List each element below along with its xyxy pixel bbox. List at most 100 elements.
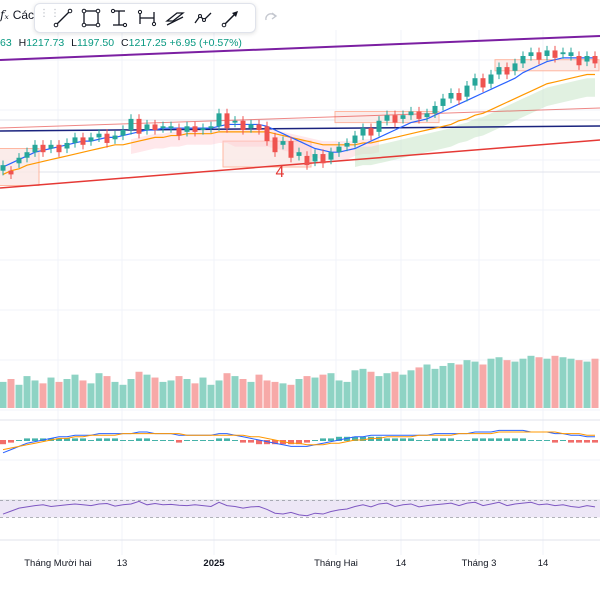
volume-bar xyxy=(23,376,31,408)
candle-body xyxy=(520,56,526,64)
macd-histogram-bar xyxy=(88,440,94,441)
candle-body xyxy=(304,155,310,166)
rectangle-tool-button[interactable] xyxy=(77,5,105,31)
macd-histogram-bar xyxy=(104,438,110,441)
macd-histogram-bar xyxy=(96,438,102,441)
candle-body xyxy=(176,128,182,136)
candle-body xyxy=(544,50,550,56)
volume-bar xyxy=(159,381,167,408)
volume-bar xyxy=(359,368,367,408)
trend-lines[interactable] xyxy=(0,35,600,189)
volume-bar xyxy=(447,363,455,408)
time-axis-label: Tháng 3 xyxy=(462,558,497,569)
macd-histogram-bar xyxy=(136,438,142,441)
path-tool-button[interactable] xyxy=(189,5,217,31)
parallel-channel-tool-button[interactable] xyxy=(161,5,189,31)
volume-bar xyxy=(0,381,7,408)
volume-bar xyxy=(415,367,423,408)
macd-histogram-bar xyxy=(392,438,398,441)
volume-bar xyxy=(439,365,447,408)
candle-body xyxy=(72,137,78,143)
volume-bar xyxy=(287,384,295,408)
volume-bar xyxy=(55,381,63,408)
macd-histogram-bar xyxy=(240,440,246,443)
macd-histogram-bar xyxy=(232,440,238,441)
time-axis-label: Tháng Mười hai xyxy=(24,558,92,569)
volume-bar xyxy=(527,355,535,408)
candle-body xyxy=(104,133,110,143)
macd-histogram-bar xyxy=(520,438,526,441)
indicator-title[interactable]: Các xyxy=(12,8,35,22)
macd-histogram-bar xyxy=(496,438,502,441)
macd-histogram-bar xyxy=(192,440,198,441)
cloud-band xyxy=(131,128,379,160)
low-value: 1197.50 xyxy=(76,37,115,49)
macd-histogram-bar xyxy=(448,438,454,441)
drag-handle-icon[interactable]: ⋮⋮ xyxy=(39,8,61,19)
ema-fast-line xyxy=(2,57,595,168)
macd-histogram-bar xyxy=(464,440,470,441)
candle-body xyxy=(416,111,422,119)
candle-body xyxy=(40,144,46,153)
macd-histogram-bar xyxy=(176,440,182,443)
volume-bar xyxy=(551,355,559,408)
trend-line-tool-button[interactable] xyxy=(49,5,77,31)
candle-body xyxy=(192,126,198,132)
macd-histogram-bar xyxy=(16,440,22,441)
macd-histogram-bar xyxy=(120,440,126,441)
date-range-tool-button[interactable] xyxy=(133,5,161,31)
volume-bar xyxy=(87,383,95,408)
macd-histogram-bar xyxy=(216,438,222,441)
macd-histogram-bar xyxy=(256,440,262,445)
candle-body xyxy=(200,128,206,130)
candle-body xyxy=(56,144,62,153)
volume-bar xyxy=(191,383,199,408)
volume-bar xyxy=(175,376,183,408)
volume-bar xyxy=(559,357,567,408)
volume-bar xyxy=(335,380,343,408)
candle-body xyxy=(256,124,262,130)
volume-bar xyxy=(271,381,279,408)
volume-bar xyxy=(423,364,431,408)
macd-histogram-bar xyxy=(576,440,582,443)
volume-bar xyxy=(311,377,319,408)
candle-body xyxy=(88,137,94,142)
resistance-trendline xyxy=(0,35,600,61)
volume-bar xyxy=(119,384,127,408)
volume-bar xyxy=(231,376,239,408)
volume-bar xyxy=(375,376,383,408)
indicator-header[interactable]: fₓ Các xyxy=(0,8,34,22)
volume-bar xyxy=(207,384,215,408)
macd-signal-line xyxy=(2,431,595,451)
candle-body xyxy=(552,50,558,58)
cloud-band xyxy=(355,78,595,167)
redo-icon[interactable] xyxy=(262,8,280,26)
close-label: C xyxy=(121,37,129,49)
high-label: H xyxy=(18,37,27,49)
volume-bar xyxy=(583,361,591,408)
volume-bar xyxy=(39,383,47,408)
price-range-tool-button[interactable] xyxy=(105,5,133,31)
price-pane xyxy=(0,45,598,180)
volume-bar xyxy=(519,358,527,408)
candle-body xyxy=(0,165,6,171)
candle-body xyxy=(448,93,454,99)
macd-histogram-bar xyxy=(560,440,566,441)
volume-bar xyxy=(303,376,311,408)
macd-histogram-bar xyxy=(472,438,478,441)
high-value: 1217.73 xyxy=(26,37,65,49)
time-axis[interactable]: Tháng Mười hai 13 2025 Tháng Hai 14 Thán… xyxy=(24,558,548,569)
arrow-tool-button[interactable] xyxy=(217,5,245,31)
macd-histogram-bar xyxy=(208,440,214,441)
open-value-tail: 63 xyxy=(0,37,12,49)
candle-body xyxy=(328,152,334,160)
formula-icon[interactable]: fₓ xyxy=(0,8,9,22)
candle-body xyxy=(432,105,438,114)
volume-bar xyxy=(543,358,551,408)
macd-histogram-bar xyxy=(488,438,494,441)
macd-histogram-bar xyxy=(424,440,430,441)
path-icon xyxy=(194,12,212,24)
volume-pane xyxy=(0,355,599,408)
macd-histogram-bar xyxy=(144,438,150,441)
